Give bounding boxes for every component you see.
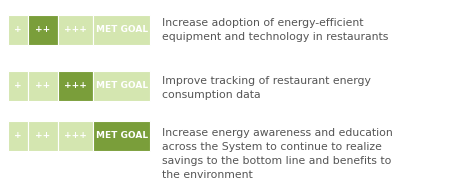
- Text: ++: ++: [35, 26, 50, 35]
- Text: +: +: [14, 131, 22, 140]
- Bar: [58, 121, 93, 151]
- Bar: [93, 15, 150, 45]
- Bar: [93, 71, 150, 101]
- Text: MET GOAL: MET GOAL: [96, 131, 147, 140]
- Bar: [28, 15, 58, 45]
- Text: Improve tracking of restaurant energy
consumption data: Improve tracking of restaurant energy co…: [162, 76, 371, 100]
- Bar: [8, 71, 28, 101]
- Text: +++: +++: [64, 26, 87, 35]
- Bar: [8, 15, 28, 45]
- Text: Increase adoption of energy-efficient
equipment and technology in restaurants: Increase adoption of energy-efficient eq…: [162, 18, 388, 42]
- Bar: [58, 15, 93, 45]
- Bar: [58, 71, 93, 101]
- Text: MET GOAL: MET GOAL: [96, 82, 147, 90]
- Bar: [28, 71, 58, 101]
- Bar: [93, 121, 150, 151]
- Text: ++: ++: [35, 82, 50, 90]
- Text: Increase energy awareness and education
across the System to continue to realize: Increase energy awareness and education …: [162, 128, 393, 180]
- Text: ++: ++: [35, 131, 50, 140]
- Bar: [8, 121, 28, 151]
- Bar: [28, 121, 58, 151]
- Text: +: +: [14, 26, 22, 35]
- Text: +++: +++: [64, 131, 87, 140]
- Text: +: +: [14, 82, 22, 90]
- Text: +++: +++: [64, 82, 87, 90]
- Text: MET GOAL: MET GOAL: [96, 26, 147, 35]
